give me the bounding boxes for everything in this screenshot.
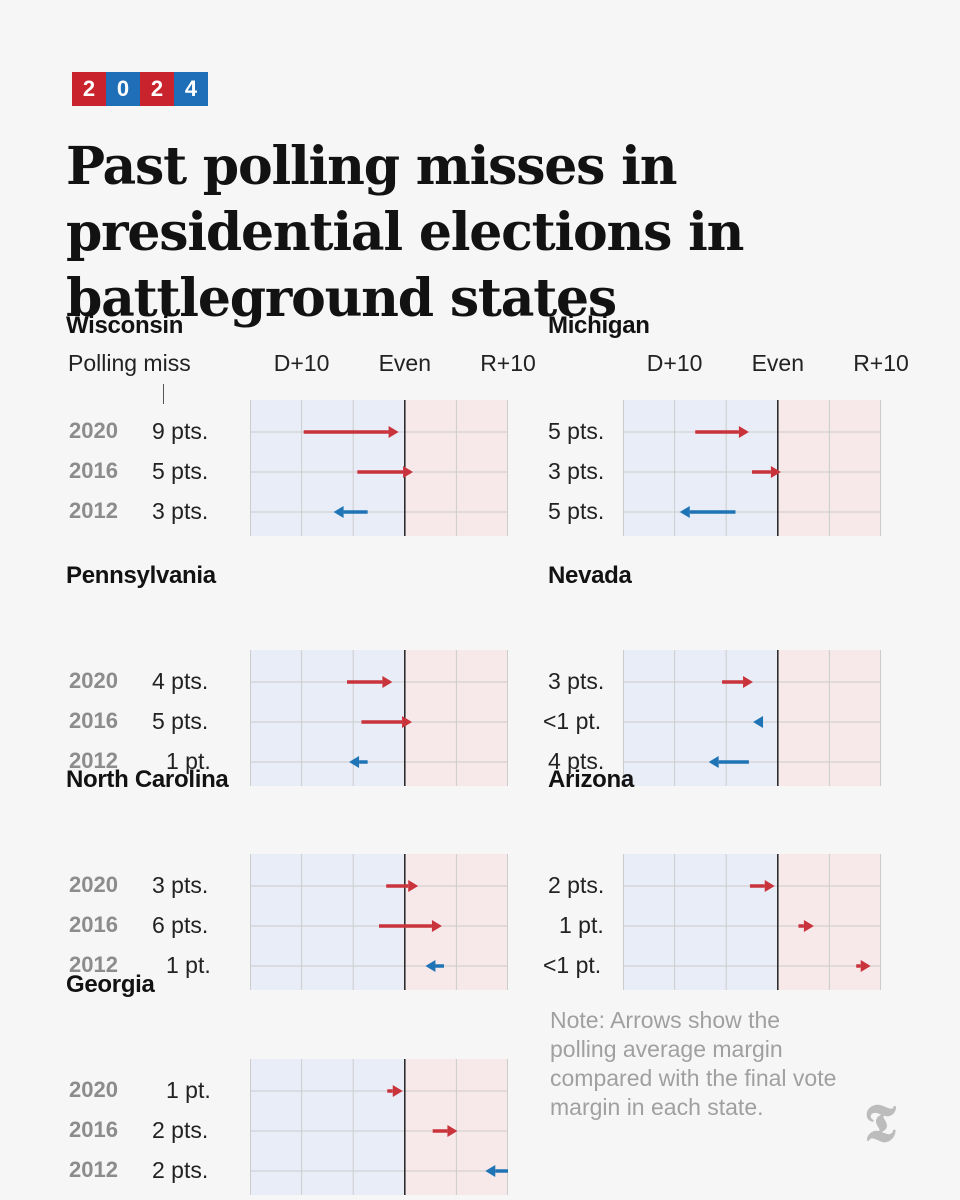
state-title: Arizona [548, 766, 634, 793]
polling-miss-header: Polling miss [68, 350, 191, 376]
dem-background [250, 1059, 405, 1195]
arrow-head [764, 880, 775, 892]
year-label: 2020 [69, 872, 118, 897]
miss-label: 3 pts. [152, 872, 209, 898]
year-label: 2012 [69, 498, 118, 523]
nyt-logo: 𝕿 [856, 1098, 904, 1150]
state-title: Georgia [66, 971, 155, 998]
arrow-head [770, 466, 781, 478]
arrow-head [408, 880, 419, 892]
year-label: 2012 [69, 952, 118, 977]
arrow-head [392, 1085, 403, 1097]
badge-digit: 0 [106, 72, 140, 106]
miss-label: 5 pts. [152, 708, 209, 734]
miss-label: 3 pts. [152, 498, 209, 524]
arrow-head [382, 676, 393, 688]
year-label: 2016 [69, 1117, 118, 1142]
miss-label: 4 pts. [152, 668, 209, 694]
year-label: 2016 [69, 458, 118, 483]
arrow-plot [623, 854, 881, 990]
miss-label: 3 pts. [548, 458, 605, 484]
arrow-head [485, 1165, 496, 1177]
miss-label: 2 pts. [152, 1117, 209, 1143]
state-title: Nevada [548, 562, 632, 589]
axis-tick-label: Even [378, 350, 432, 376]
miss-label: 9 pts. [152, 418, 209, 444]
arrow-head [403, 466, 414, 478]
miss-label: 5 pts. [548, 498, 605, 524]
arrow-plot [250, 1059, 508, 1195]
year-label: 2016 [69, 912, 118, 937]
arrow-head [753, 716, 764, 728]
state-title: Michigan [548, 312, 650, 339]
arrow-plot [623, 650, 881, 786]
miss-label: 5 pts. [152, 458, 209, 484]
state-title: North Carolina [66, 766, 229, 793]
chart-note: Note: Arrows show the polling average ma… [550, 1007, 837, 1120]
axis-tick-label: D+10 [646, 350, 703, 376]
arrow-head [803, 920, 814, 932]
badge-digit: 4 [174, 72, 208, 106]
miss-label: 4 pts. [548, 748, 605, 774]
miss-label: 2 pts. [152, 1157, 209, 1183]
year-label: 2020 [69, 668, 118, 693]
year-badge: 2 0 2 4 [72, 72, 208, 106]
year-label: 2020 [69, 418, 118, 443]
polling-miss-tick [163, 384, 164, 404]
axis-tick-label: D+10 [273, 350, 330, 376]
dem-background [623, 854, 778, 990]
miss-label: 1 pt. [559, 912, 604, 938]
arrow-head [349, 756, 360, 768]
arrow-head [738, 426, 749, 438]
badge-digit: 2 [72, 72, 106, 106]
badge-digit: 2 [140, 72, 174, 106]
arrow-head [708, 756, 719, 768]
arrow-plot [250, 854, 508, 990]
arrow-head [388, 426, 399, 438]
year-label: 2016 [69, 708, 118, 733]
year-label: 2020 [69, 1077, 118, 1102]
arrow-plot [250, 400, 508, 536]
miss-label: 2 pts. [548, 872, 605, 898]
dem-background [250, 854, 405, 990]
state-title: Wisconsin [66, 312, 184, 339]
state-title: Pennsylvania [66, 562, 216, 589]
arrow-plot [250, 650, 508, 786]
arrow-head [860, 960, 871, 972]
axis-tick-label: R+10 [480, 350, 536, 376]
miss-label: 1 pt. [166, 748, 211, 774]
axis-tick-label: Even [751, 350, 805, 376]
miss-label: <1 pt. [543, 708, 602, 734]
miss-label: 3 pts. [548, 668, 605, 694]
dem-background [250, 650, 405, 786]
arrow-head [679, 506, 690, 518]
dem-background [250, 400, 405, 536]
miss-label: 6 pts. [152, 912, 209, 938]
logo-glyph: 𝕿 [864, 1093, 896, 1154]
arrow-head [431, 920, 442, 932]
axis-tick-label: R+10 [853, 350, 909, 376]
year-label: 2012 [69, 1157, 118, 1182]
year-label: 2012 [69, 748, 118, 773]
miss-label: <1 pt. [543, 952, 602, 978]
page-title: Past polling misses in presidential elec… [66, 136, 744, 329]
miss-label: 1 pt. [166, 1077, 211, 1103]
dem-background [623, 650, 778, 786]
arrow-plot [623, 400, 881, 536]
arrow-head [333, 506, 344, 518]
arrow-head [447, 1125, 458, 1137]
miss-label: 1 pt. [166, 952, 211, 978]
miss-label: 5 pts. [548, 418, 605, 444]
dem-background [623, 400, 778, 536]
arrow-head [425, 960, 436, 972]
arrow-head [402, 716, 413, 728]
arrow-head [743, 676, 754, 688]
